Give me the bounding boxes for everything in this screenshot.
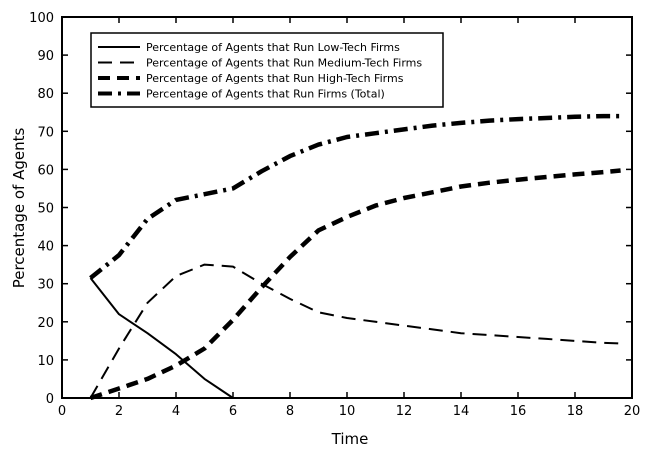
series-line-3 bbox=[89, 168, 621, 401]
y-tick-label: 60 bbox=[37, 163, 54, 178]
series-layer bbox=[89, 113, 621, 401]
legend-label-3: Percentage of Agents that Run High-Tech … bbox=[146, 72, 404, 85]
x-tick-label: 14 bbox=[453, 404, 470, 419]
series-line-4 bbox=[89, 113, 621, 280]
x-tick-label: 12 bbox=[396, 404, 413, 419]
axis-ticks: 0 2 4 6 8 10 12 14 16 18 20 0 10 20 30 40 50 60 70 80 90 100 bbox=[29, 11, 640, 419]
x-tick-label: 0 bbox=[58, 404, 66, 419]
series-line-1 bbox=[89, 277, 621, 399]
x-tick-label: 20 bbox=[624, 404, 641, 419]
y-tick-label: 0 bbox=[46, 392, 54, 407]
x-tick-label: 8 bbox=[286, 404, 294, 419]
y-tick-label: 100 bbox=[29, 11, 54, 26]
y-axis-label: Percentage of Agents bbox=[10, 128, 28, 289]
x-tick-label: 16 bbox=[510, 404, 527, 419]
x-tick-label: 4 bbox=[172, 404, 180, 419]
legend-label-4: Percentage of Agents that Run Firms (Tot… bbox=[146, 88, 385, 101]
x-tick-label: 10 bbox=[339, 404, 356, 419]
y-tick-label: 20 bbox=[37, 316, 54, 331]
y-tick-label: 50 bbox=[37, 202, 54, 217]
x-tick-label: 2 bbox=[115, 404, 123, 419]
y-tick-label: 40 bbox=[37, 240, 54, 255]
y-tick-label: 90 bbox=[37, 49, 54, 64]
series-line-2 bbox=[89, 263, 621, 399]
y-tick-label: 30 bbox=[37, 278, 54, 293]
x-tick-label: 18 bbox=[567, 404, 584, 419]
legend-box bbox=[90, 32, 444, 108]
x-tick-label: 6 bbox=[229, 404, 237, 419]
legend-label-1: Percentage of Agents that Run Low-Tech F… bbox=[146, 41, 400, 54]
y-tick-label: 70 bbox=[37, 125, 54, 140]
x-axis-label: Time bbox=[331, 430, 369, 448]
legend-label-2: Percentage of Agents that Run Medium-Tec… bbox=[146, 57, 422, 70]
legend: Percentage of Agents that Run Low-Tech F… bbox=[98, 41, 422, 101]
y-tick-label: 80 bbox=[37, 87, 54, 102]
y-tick-label: 10 bbox=[37, 354, 54, 369]
